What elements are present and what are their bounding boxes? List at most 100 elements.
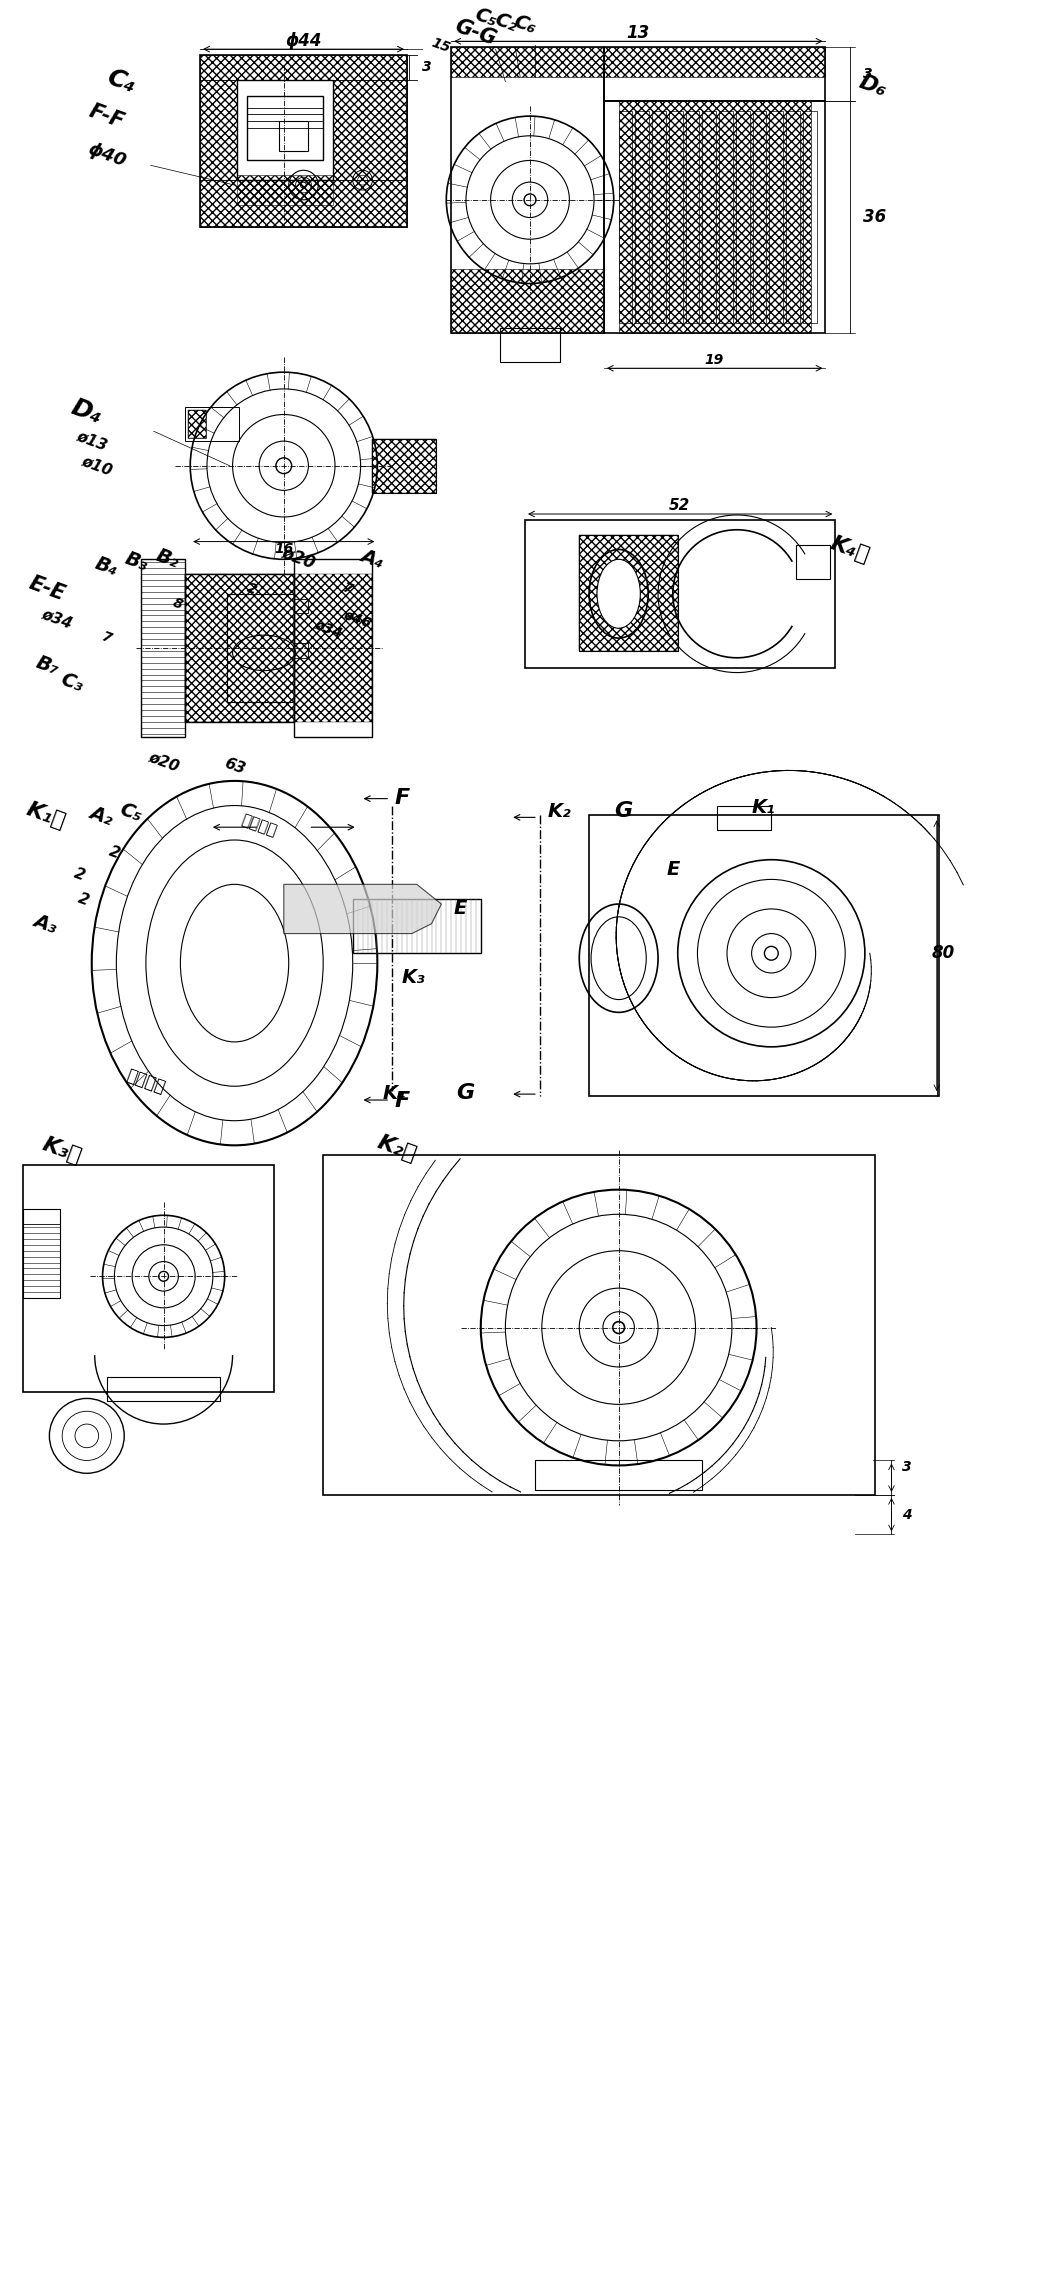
Bar: [686, 112, 700, 324]
Bar: [373, 440, 436, 492]
Text: 7: 7: [341, 581, 355, 597]
Ellipse shape: [597, 558, 640, 629]
Text: 13: 13: [627, 25, 650, 43]
Bar: [652, 112, 666, 324]
Bar: [604, 48, 825, 100]
Text: 3: 3: [903, 1461, 912, 1475]
Text: K₁向: K₁向: [23, 800, 68, 832]
Bar: [247, 96, 323, 160]
Text: F-F: F-F: [86, 100, 126, 132]
Bar: [106, 1377, 220, 1402]
Text: K₄向: K₄向: [827, 533, 873, 565]
Bar: [589, 816, 939, 1096]
Text: C₅: C₅: [117, 800, 145, 825]
Bar: [333, 80, 407, 180]
Text: E: E: [666, 859, 680, 880]
Text: 2: 2: [71, 866, 86, 884]
Text: D₆: D₆: [856, 73, 890, 100]
Text: B₃: B₃: [122, 549, 151, 574]
Bar: [803, 112, 817, 324]
Text: C₆: C₆: [511, 11, 539, 36]
Text: C₄: C₄: [103, 66, 139, 98]
Bar: [353, 900, 481, 953]
Bar: [200, 180, 407, 228]
Text: K₄: K₄: [382, 1083, 406, 1103]
Bar: [451, 48, 604, 77]
Text: A₂: A₂: [87, 802, 116, 827]
Bar: [753, 112, 767, 324]
Text: B₇: B₇: [33, 652, 62, 679]
Text: K₃向: K₃向: [39, 1135, 85, 1167]
Text: E-E: E-E: [27, 572, 68, 604]
Text: 8: 8: [171, 595, 185, 611]
Text: ø34: ø34: [39, 606, 74, 631]
Text: A₄: A₄: [358, 547, 387, 572]
Text: 63: 63: [222, 754, 247, 777]
Text: C₃: C₃: [58, 670, 86, 695]
Text: ø20: ø20: [279, 542, 318, 572]
Text: 4: 4: [903, 1509, 912, 1522]
Bar: [238, 175, 333, 205]
Text: B₄: B₄: [92, 554, 121, 581]
Text: E: E: [453, 900, 466, 918]
Bar: [226, 595, 293, 702]
Bar: [635, 112, 649, 324]
Bar: [188, 410, 206, 438]
Text: K₁: K₁: [752, 798, 775, 816]
Text: 2: 2: [107, 843, 122, 861]
Text: ø13: ø13: [74, 428, 109, 454]
Bar: [717, 804, 771, 830]
Bar: [619, 112, 633, 324]
Text: A₃: A₃: [31, 912, 59, 937]
Bar: [786, 112, 800, 324]
Text: 15: 15: [429, 34, 452, 55]
Text: ø20: ø20: [147, 750, 182, 773]
Text: ø34: ø34: [312, 618, 344, 640]
Bar: [769, 112, 783, 324]
Text: ϕ44: ϕ44: [286, 32, 322, 50]
Bar: [200, 55, 407, 80]
Text: 2: 2: [76, 891, 91, 907]
Bar: [451, 269, 604, 333]
Text: K₃: K₃: [402, 969, 426, 987]
Bar: [795, 545, 830, 579]
Text: ϕ40: ϕ40: [85, 141, 129, 171]
Text: K₂向: K₂向: [375, 1133, 419, 1165]
Bar: [185, 406, 239, 442]
Text: 19: 19: [704, 353, 724, 367]
Text: 主分型面: 主分型面: [124, 1067, 168, 1096]
Text: D₄: D₄: [68, 394, 106, 428]
Text: C₅: C₅: [472, 5, 499, 30]
Text: K₂: K₂: [548, 802, 571, 820]
Bar: [619, 100, 810, 333]
Text: 80: 80: [932, 944, 956, 962]
Bar: [200, 55, 407, 228]
Bar: [451, 48, 604, 333]
Bar: [535, 1461, 702, 1490]
Text: B₂: B₂: [153, 547, 182, 572]
Text: 开模方向: 开模方向: [239, 811, 279, 839]
Text: ø10: ø10: [80, 454, 114, 479]
Text: F: F: [394, 789, 410, 807]
Bar: [185, 574, 293, 722]
Text: 52: 52: [669, 497, 690, 513]
Bar: [373, 440, 436, 492]
Bar: [579, 536, 678, 652]
Bar: [293, 599, 308, 613]
Text: F: F: [394, 1092, 410, 1110]
Bar: [22, 1210, 61, 1299]
Bar: [200, 80, 238, 180]
Bar: [141, 558, 185, 736]
Text: ø46: ø46: [342, 606, 374, 629]
Text: 3: 3: [422, 59, 431, 73]
Bar: [279, 121, 308, 150]
Text: G: G: [614, 802, 632, 820]
Bar: [293, 558, 373, 736]
Bar: [669, 112, 683, 324]
Text: 3: 3: [863, 66, 873, 80]
Bar: [719, 112, 733, 324]
Text: 36: 36: [863, 207, 886, 226]
Bar: [293, 574, 373, 722]
Text: 16: 16: [274, 542, 293, 556]
Bar: [188, 410, 206, 438]
